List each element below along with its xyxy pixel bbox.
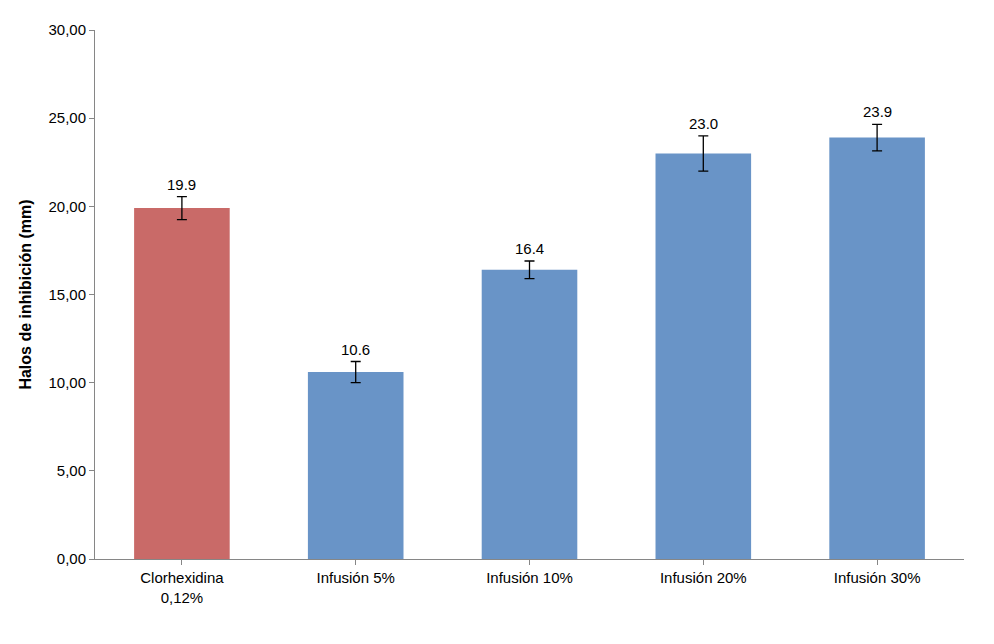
svg-text:23.0: 23.0 <box>689 115 718 132</box>
svg-text:0,00: 0,00 <box>57 550 86 567</box>
svg-text:Infusión 10%: Infusión 10% <box>486 569 573 586</box>
svg-text:5,00: 5,00 <box>57 462 86 479</box>
svg-text:23.9: 23.9 <box>863 103 892 120</box>
svg-text:15,00: 15,00 <box>48 286 86 303</box>
svg-text:Infusión 30%: Infusión 30% <box>834 569 921 586</box>
svg-text:20,00: 20,00 <box>48 198 86 215</box>
svg-text:Infusión 20%: Infusión 20% <box>660 569 747 586</box>
svg-text:25,00: 25,00 <box>48 109 86 126</box>
svg-text:10.6: 10.6 <box>341 341 370 358</box>
svg-text:10,00: 10,00 <box>48 374 86 391</box>
svg-text:19.9: 19.9 <box>167 176 196 193</box>
svg-text:Clorhexidina0,12%: Clorhexidina0,12% <box>140 569 224 606</box>
svg-text:30,00: 30,00 <box>48 21 86 38</box>
svg-text:Halos de inhibición (mm): Halos de inhibición (mm) <box>17 199 34 389</box>
svg-text:16.4: 16.4 <box>515 240 544 257</box>
svg-text:Infusión 5%: Infusión 5% <box>317 569 395 586</box>
